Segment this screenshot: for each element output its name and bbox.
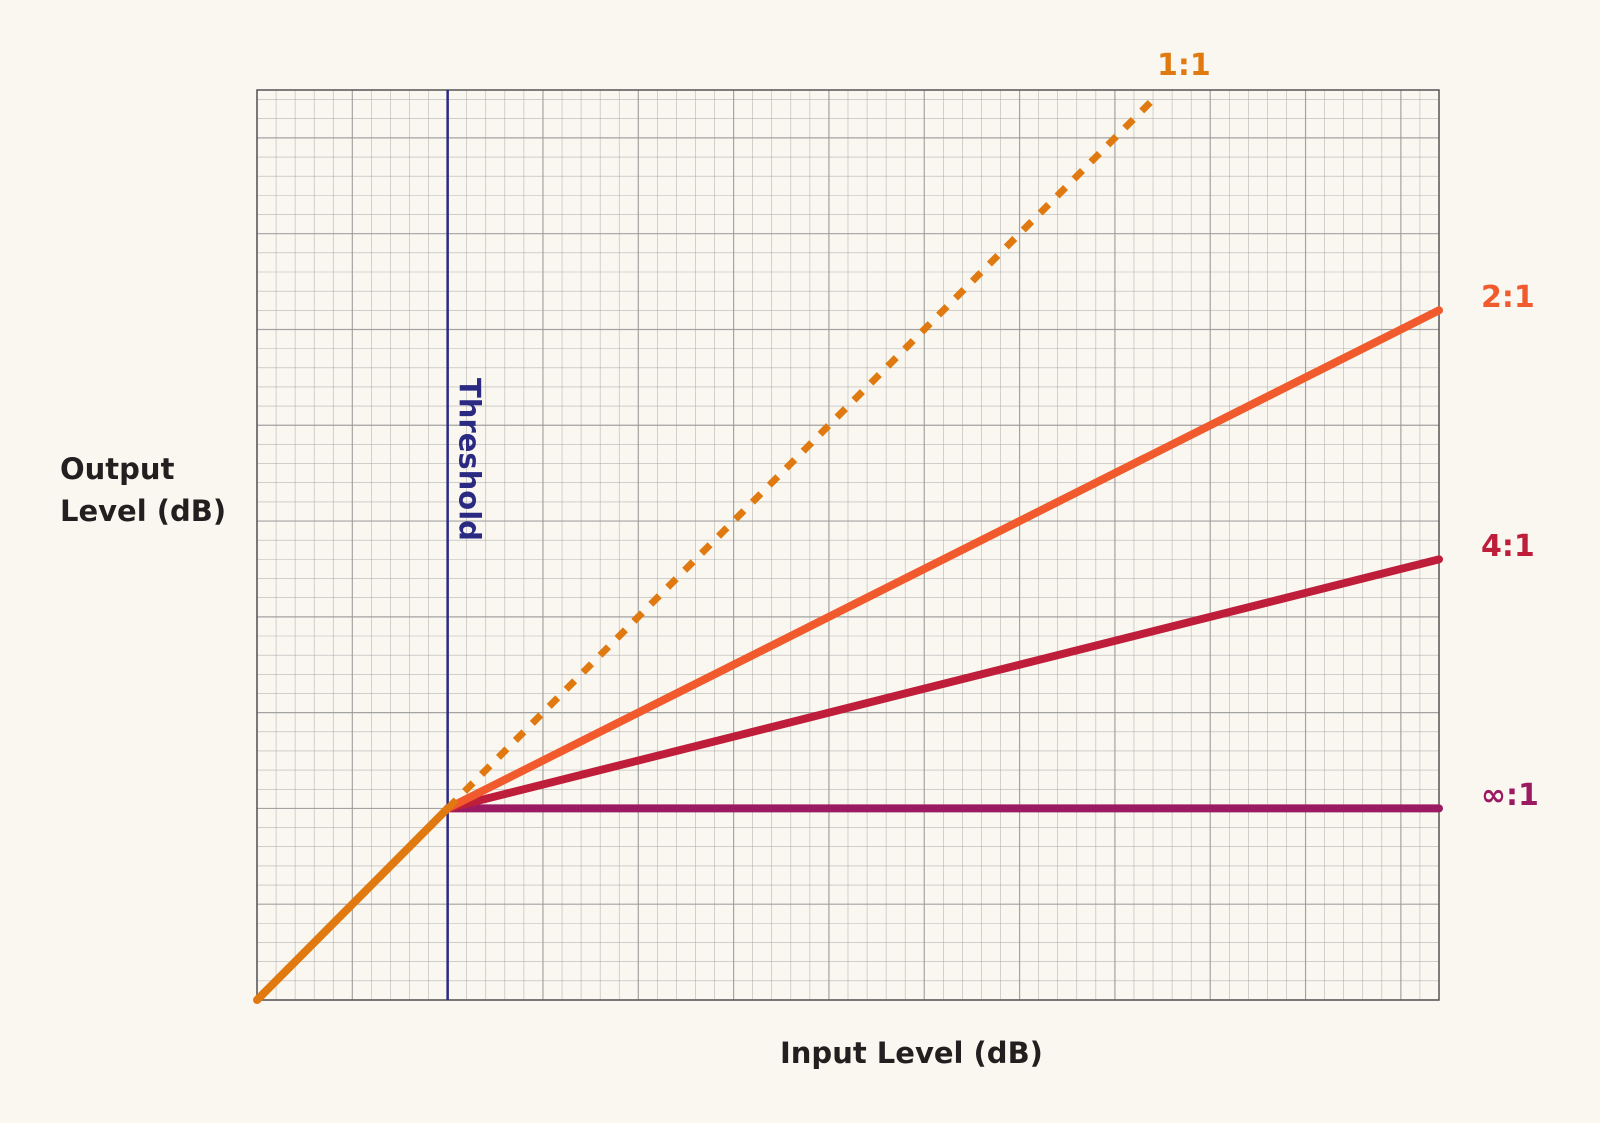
plot-frame: [256, 89, 1440, 1001]
threshold-label: Threshold: [453, 378, 487, 541]
below-threshold-line: [253, 804, 452, 1004]
series-lines: [253, 97, 1443, 1004]
y-axis-label-line-1: Output: [60, 452, 175, 486]
series-label-∞:1: ∞:1: [1481, 778, 1539, 814]
series-label-2:1: 2:1: [1481, 280, 1535, 316]
y-axis-label: Output Level (dB): [60, 448, 226, 532]
series-line-4:1: [443, 555, 1443, 813]
series-line-2:1: [443, 306, 1443, 813]
series-label-4:1: 4:1: [1481, 529, 1535, 565]
series-line-1:1: [445, 97, 1156, 811]
series-label-1:1: 1:1: [1157, 47, 1211, 83]
x-axis-label: Input Level (dB): [780, 1036, 1043, 1070]
grid: [256, 90, 1440, 1001]
y-axis-label-line-2: Level (dB): [60, 494, 227, 528]
